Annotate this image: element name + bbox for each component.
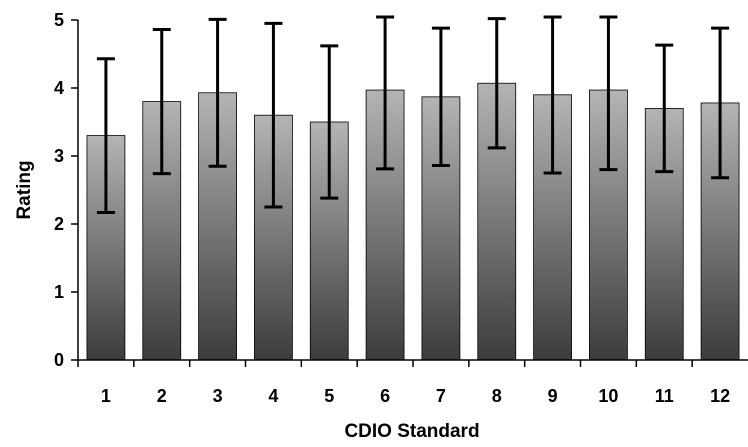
error-bars (96, 15, 730, 214)
x-tick-label-8: 8 (492, 386, 502, 406)
y-tick-label-5: 5 (54, 10, 64, 30)
y-tick-label-2: 2 (54, 214, 64, 234)
x-tick-label-5: 5 (324, 386, 334, 406)
x-tick-label-7: 7 (436, 386, 446, 406)
x-tick-label-6: 6 (380, 386, 390, 406)
y-tick-label-4: 4 (54, 78, 64, 98)
y-axis-ticks: 0 1 2 3 4 5 (54, 10, 78, 370)
y-tick-label-1: 1 (54, 282, 64, 302)
x-tick-label-10: 10 (598, 386, 618, 406)
bars (86, 82, 740, 361)
x-tick-label-11: 11 (655, 386, 674, 406)
y-tick-label-3: 3 (54, 146, 64, 166)
x-axis-ticks: 1 2 3 4 5 6 7 8 9 10 11 12 (77, 360, 730, 406)
x-tick-label-3: 3 (213, 386, 223, 406)
y-tick-label-0: 0 (54, 350, 64, 370)
x-tick-label-4: 4 (268, 386, 278, 406)
x-tick-label-1: 1 (101, 386, 111, 406)
x-axis-title: CDIO Standard (344, 421, 479, 442)
x-tick-label-12: 12 (710, 386, 730, 406)
x-tick-label-2: 2 (157, 386, 167, 406)
y-axis-title: Rating (14, 160, 35, 219)
x-tick-label-9: 9 (548, 386, 558, 406)
